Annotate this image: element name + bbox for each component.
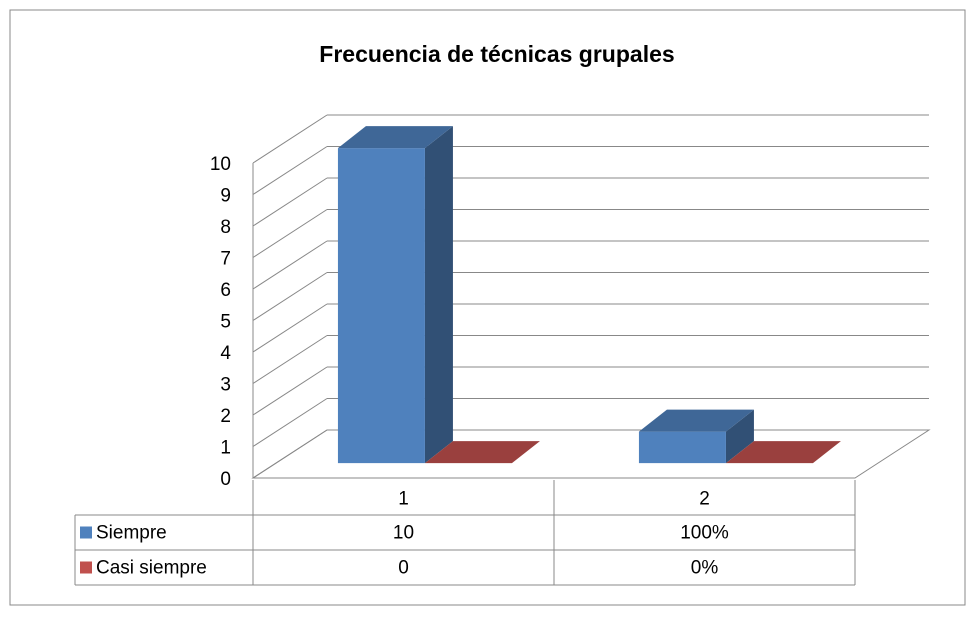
bar (638, 409, 754, 464)
side-grid-line (252, 146, 328, 195)
chart-title: Frecuencia de técnicas grupales (319, 41, 674, 67)
bar (725, 441, 841, 464)
y-tick-label: 4 (220, 343, 231, 364)
side-grid-line (252, 240, 328, 290)
chart-border (9, 9, 966, 606)
legend-swatch (80, 526, 92, 539)
y-tick-label: 8 (220, 217, 231, 238)
y-tick-label: 6 (220, 280, 231, 301)
side-grid-line (252, 303, 328, 353)
bar-front (638, 431, 726, 464)
bar-side (725, 409, 754, 464)
bar-front (337, 148, 425, 464)
bar-top (337, 126, 453, 149)
legend-label: Casi siempre (96, 558, 207, 579)
bar-top (638, 409, 754, 432)
y-tick-label: 5 (220, 312, 231, 333)
side-grid-line (252, 209, 328, 258)
side-grid-line (252, 177, 328, 227)
y-tick-label: 3 (220, 375, 231, 396)
legend-swatch (80, 561, 92, 574)
bar-top (725, 441, 841, 464)
table-value: 0% (691, 558, 719, 579)
legend-label: Siempre (96, 523, 167, 544)
side-grid-line (252, 272, 328, 321)
category-label: 2 (699, 489, 710, 510)
y-tick-label: 0 (220, 469, 231, 490)
y-tick-label: 7 (220, 249, 231, 270)
y-tick-label: 2 (220, 406, 231, 427)
y-tick-label: 9 (220, 186, 231, 207)
side-grid-line (252, 366, 328, 416)
side-grid-line (252, 335, 328, 384)
y-tick-label: 10 (210, 154, 231, 175)
side-grid-line (252, 429, 328, 479)
side-grid-line (252, 398, 328, 447)
table-value: 0 (398, 558, 409, 579)
side-grid-line (252, 114, 328, 164)
y-tick-label: 1 (220, 438, 231, 459)
bar (424, 441, 540, 464)
bar-top (424, 441, 540, 464)
bar (337, 126, 453, 464)
table-value: 10 (393, 523, 414, 544)
category-label: 1 (398, 489, 409, 510)
table-value: 100% (680, 523, 729, 544)
bar-side (424, 126, 453, 464)
